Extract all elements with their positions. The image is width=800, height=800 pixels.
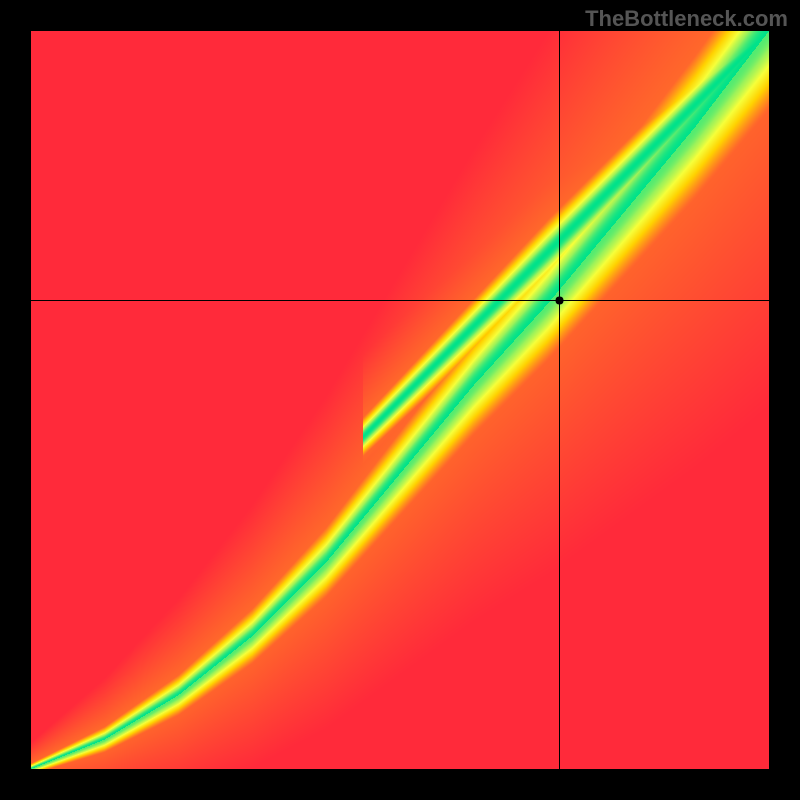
bottleneck-heatmap xyxy=(31,31,769,769)
watermark-text: TheBottleneck.com xyxy=(585,6,788,32)
chart-outer-frame xyxy=(0,0,800,800)
heatmap-container xyxy=(31,31,769,769)
